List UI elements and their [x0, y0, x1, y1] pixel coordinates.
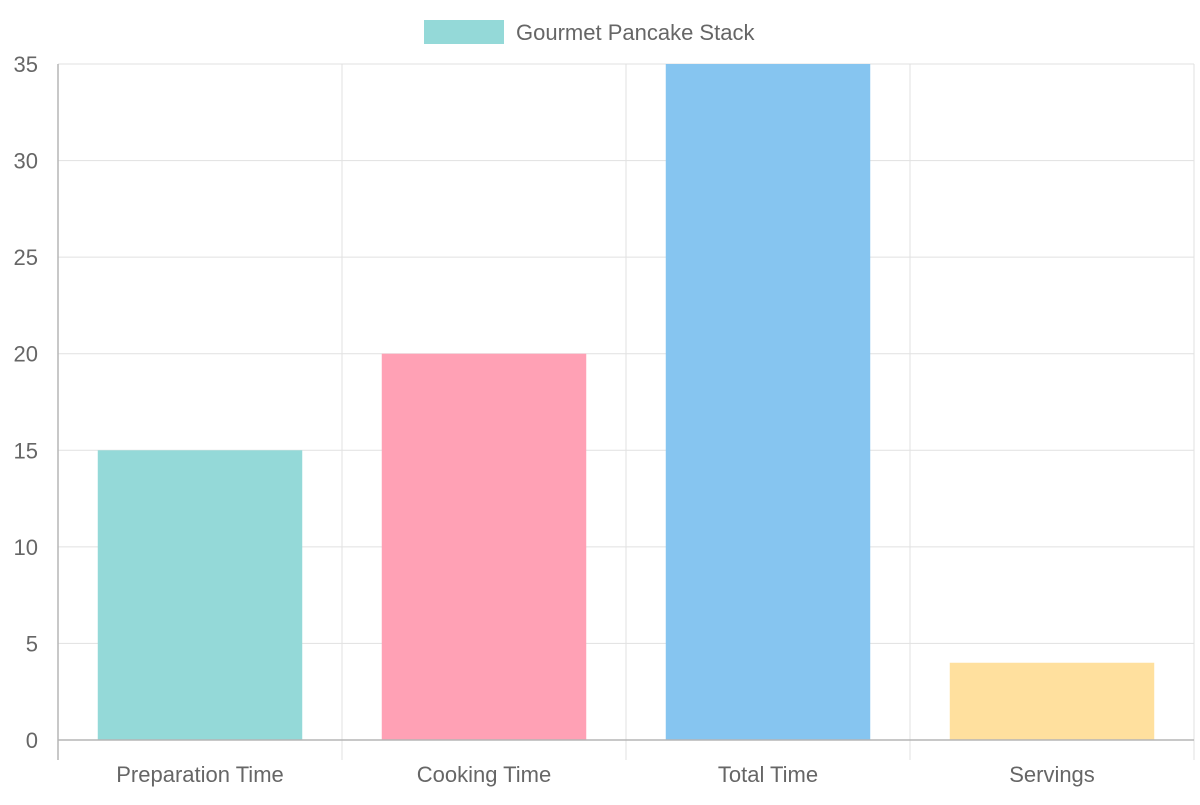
y-tick-label: 0	[26, 728, 38, 753]
bar-preparation-time[interactable]	[97, 450, 303, 740]
y-tick-label: 25	[14, 245, 38, 270]
y-tick-label: 30	[14, 149, 38, 174]
x-tick-label: Preparation Time	[116, 762, 284, 787]
y-tick-label: 15	[14, 438, 38, 463]
legend[interactable]: Gourmet Pancake Stack	[424, 20, 755, 45]
bar-cooking-time[interactable]	[381, 353, 587, 740]
x-tick-label: Servings	[1009, 762, 1095, 787]
y-tick-label: 20	[14, 342, 38, 367]
bar-servings[interactable]	[949, 662, 1155, 740]
y-tick-label: 10	[14, 535, 38, 560]
bar-total-time[interactable]	[665, 64, 871, 740]
x-tick-label: Total Time	[718, 762, 818, 787]
y-tick-label: 35	[14, 52, 38, 77]
legend-swatch[interactable]	[424, 20, 504, 44]
axes: 0 5 10 15 20 25 30 35 Preparation Time Cooking Ti…	[14, 52, 1194, 787]
x-tick-label: Cooking Time	[417, 762, 552, 787]
y-tick-label: 5	[26, 631, 38, 656]
legend-label[interactable]: Gourmet Pancake Stack	[516, 20, 755, 45]
bars	[97, 64, 1155, 740]
